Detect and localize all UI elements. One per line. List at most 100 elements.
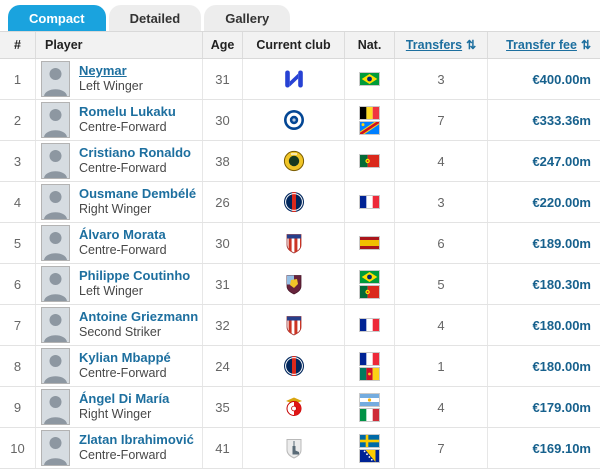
player-meta: Neymar Left Winger xyxy=(79,63,143,95)
player-cell: Romelu Lukaku Centre-Forward xyxy=(36,100,203,140)
fee-cell: €400.00m xyxy=(532,71,591,87)
transfers-sort-link[interactable]: Transfers xyxy=(405,38,463,52)
rank-cell: 8 xyxy=(0,346,36,386)
player-position: Right Winger xyxy=(79,407,152,422)
player-meta: Romelu Lukaku Centre-Forward xyxy=(79,104,176,136)
tab-detailed[interactable]: Detailed xyxy=(108,5,202,31)
header-player: Player xyxy=(36,32,203,58)
fee-sort-link[interactable]: Transfer fee xyxy=(506,38,577,52)
player-photo[interactable] xyxy=(41,389,70,425)
player-photo[interactable] xyxy=(41,143,70,179)
player-photo[interactable] xyxy=(41,225,70,261)
table-row: 6 Philippe Coutinho Left Winger 31 5 €18… xyxy=(0,264,600,305)
player-name-link[interactable]: Cristiano Ronaldo xyxy=(79,145,191,161)
club-logo-icon[interactable] xyxy=(282,436,306,460)
table-header-row: # Player Age Current club Nat. Transfers… xyxy=(0,32,600,59)
player-photo[interactable] xyxy=(41,184,70,220)
fee-cell: €179.00m xyxy=(532,399,591,415)
player-photo[interactable] xyxy=(41,307,70,343)
tab-compact[interactable]: Compact xyxy=(8,5,106,31)
player-photo[interactable] xyxy=(41,266,70,302)
players-table: # Player Age Current club Nat. Transfers… xyxy=(0,31,600,469)
player-photo[interactable] xyxy=(41,102,70,138)
sort-arrows-icon[interactable]: ⇅ xyxy=(466,38,477,52)
club-cell xyxy=(243,305,345,345)
club-logo-icon[interactable] xyxy=(282,313,306,337)
player-position: Centre-Forward xyxy=(79,366,167,381)
flag-brazil-icon xyxy=(359,72,380,86)
player-photo[interactable] xyxy=(41,348,70,384)
club-logo-icon[interactable] xyxy=(282,395,306,419)
player-photo[interactable] xyxy=(41,430,70,466)
transfers-cell: 1 xyxy=(395,346,488,386)
header-club: Current club xyxy=(243,32,345,58)
player-name-link[interactable]: Antoine Griezmann xyxy=(79,309,199,325)
header-transfers-sort[interactable]: Transfers ⇅ xyxy=(395,32,488,58)
fee-cell: €169.10m xyxy=(532,440,591,456)
club-cell xyxy=(243,100,345,140)
flag-spain-icon xyxy=(359,236,380,250)
player-name-link[interactable]: Álvaro Morata xyxy=(79,227,166,243)
club-cell xyxy=(243,59,345,99)
player-meta: Ousmane Dembélé Right Winger xyxy=(79,186,196,218)
flag-italy-icon xyxy=(359,407,380,422)
nat-cell xyxy=(345,141,395,181)
rank-cell: 1 xyxy=(0,59,36,99)
table-body: 1 Neymar Left Winger 31 3 €400.00m 2 Rom… xyxy=(0,59,600,469)
player-meta: Ángel Di María Right Winger xyxy=(79,391,169,423)
table-row: 9 Ángel Di María Right Winger 35 4 €179.… xyxy=(0,387,600,428)
header-nat: Nat. xyxy=(345,32,395,58)
flag-bosnia-herzegovina-icon xyxy=(359,448,380,463)
player-position: Left Winger xyxy=(79,79,143,94)
flag-cameroon-icon xyxy=(359,366,380,381)
player-name-link[interactable]: Philippe Coutinho xyxy=(79,268,191,284)
header-fee-sort[interactable]: Transfer fee ⇅ xyxy=(488,32,600,58)
age-cell: 32 xyxy=(203,305,243,345)
nat-cell xyxy=(345,305,395,345)
club-logo-icon[interactable] xyxy=(282,67,306,91)
club-cell xyxy=(243,387,345,427)
table-row: 1 Neymar Left Winger 31 3 €400.00m xyxy=(0,59,600,100)
rank-cell: 6 xyxy=(0,264,36,304)
player-cell: Ousmane Dembélé Right Winger xyxy=(36,182,203,222)
player-name-link[interactable]: Ousmane Dembélé xyxy=(79,186,197,202)
player-cell: Neymar Left Winger xyxy=(36,59,203,99)
club-cell xyxy=(243,264,345,304)
table-row: 2 Romelu Lukaku Centre-Forward 30 7 €333… xyxy=(0,100,600,141)
age-cell: 41 xyxy=(203,428,243,468)
table-row: 3 Cristiano Ronaldo Centre-Forward 38 4 … xyxy=(0,141,600,182)
flag-france-icon xyxy=(359,351,380,366)
player-name-link[interactable]: Neymar xyxy=(79,63,127,79)
player-name-link[interactable]: Ángel Di María xyxy=(79,391,170,407)
club-logo-icon[interactable] xyxy=(282,108,306,132)
transfers-cell: 6 xyxy=(395,223,488,263)
player-cell: Ángel Di María Right Winger xyxy=(36,387,203,427)
transfers-cell: 7 xyxy=(395,100,488,140)
club-logo-icon[interactable] xyxy=(282,149,306,173)
fee-cell: €247.00m xyxy=(532,153,591,169)
transfers-cell: 4 xyxy=(395,141,488,181)
club-logo-icon[interactable] xyxy=(282,354,306,378)
club-logo-icon[interactable] xyxy=(282,272,306,296)
player-name-link[interactable]: Kylian Mbappé xyxy=(79,350,171,366)
club-logo-icon[interactable] xyxy=(282,231,306,255)
player-name-link[interactable]: Romelu Lukaku xyxy=(79,104,176,120)
rank-cell: 2 xyxy=(0,100,36,140)
rank-cell: 7 xyxy=(0,305,36,345)
player-name-link[interactable]: Zlatan Ibrahimović xyxy=(79,432,194,448)
flag-sweden-icon xyxy=(359,433,380,448)
nat-cell xyxy=(345,346,395,386)
age-cell: 24 xyxy=(203,346,243,386)
fee-cell: €220.00m xyxy=(532,194,591,210)
player-photo[interactable] xyxy=(41,61,70,97)
age-cell: 30 xyxy=(203,100,243,140)
transfers-cell: 4 xyxy=(395,305,488,345)
player-position: Centre-Forward xyxy=(79,120,167,135)
fee-cell: €189.00m xyxy=(532,235,591,251)
tab-gallery[interactable]: Gallery xyxy=(204,5,291,31)
table-row: 5 Álvaro Morata Centre-Forward 30 6 €189… xyxy=(0,223,600,264)
header-rank: # xyxy=(0,32,36,58)
club-logo-icon[interactable] xyxy=(282,190,306,214)
sort-arrows-icon[interactable]: ⇅ xyxy=(580,38,591,52)
flag-belgium-icon xyxy=(359,105,380,120)
